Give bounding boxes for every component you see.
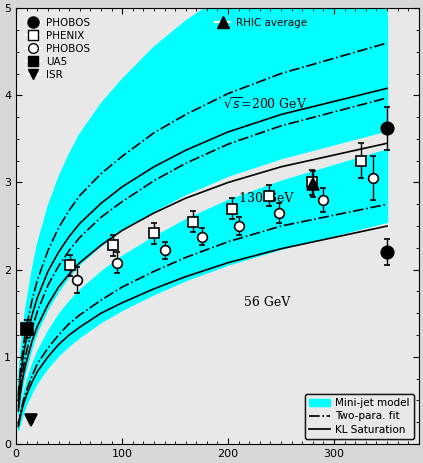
Legend: Mini-jet model, Two-para. fit, KL Saturation: Mini-jet model, Two-para. fit, KL Satura…: [305, 394, 414, 439]
Text: $\sqrt{s}$=200 GeV: $\sqrt{s}$=200 GeV: [223, 96, 307, 112]
Text: 130 GeV: 130 GeV: [239, 192, 293, 205]
Text: 56 GeV: 56 GeV: [244, 296, 290, 309]
